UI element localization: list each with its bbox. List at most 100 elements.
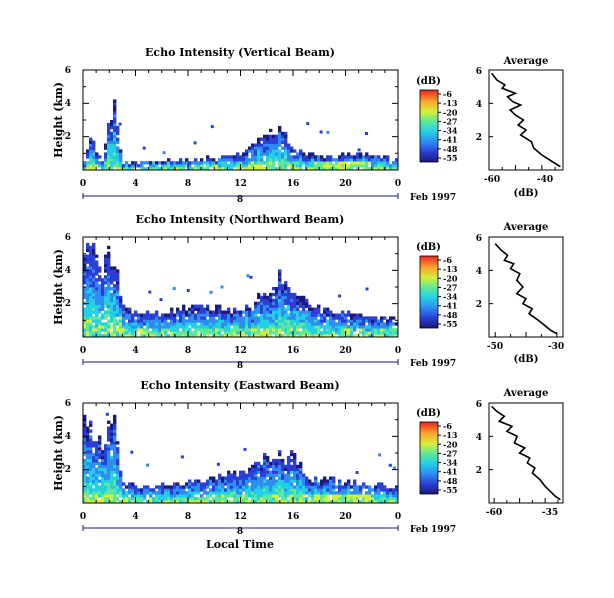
echo-cell [257,307,261,311]
echo-cell [152,322,156,326]
echo-cell [95,281,99,285]
echo-cell [392,497,396,501]
echo-cell [110,455,114,460]
echo-cell [164,494,168,498]
echo-cell [329,158,333,162]
echo-cell [86,461,90,466]
echo-cell [365,152,369,156]
echo-cell [380,485,384,489]
echo-cell [107,310,111,314]
echo-cell [98,491,102,495]
echo-cell [107,149,111,153]
echo-cell [128,328,132,332]
echo-cell [278,325,282,329]
echo-cell [173,161,177,165]
echo-cell [248,470,252,474]
echo-cell [107,464,111,469]
echo-cell [107,485,111,489]
echo-cell [86,272,90,276]
echo-cell [116,476,120,480]
echo-cell [308,316,312,320]
echo-cell [236,325,240,329]
echo-cell [218,307,222,311]
echo-cell [230,482,234,486]
echo-cell [158,319,162,323]
echo-cell [227,325,231,329]
echo-cell [347,164,351,168]
echo-cell [359,316,363,320]
echo-cell [230,164,234,168]
echo-cell [356,155,360,159]
echo-cell [83,458,87,463]
echo-cell [98,488,102,492]
echo-cell [395,164,398,168]
echo-cell [161,494,165,498]
echo-cell [365,287,369,291]
echo-cell [224,488,228,492]
echo-cell [176,167,180,170]
echo-cell [95,325,99,329]
echo-cell [203,497,207,501]
echo-cell [143,488,147,492]
echo-cell [341,494,345,498]
echo-cell [293,455,297,460]
echo-cell [323,476,327,480]
echo-cell [275,497,279,501]
echo-cell [131,328,135,332]
echo-cell [203,319,207,323]
echo-cell [86,266,90,270]
echo-cell [380,500,384,503]
echo-cell [374,325,378,329]
echo-cell [329,328,333,332]
echo-cell [179,313,183,317]
echo-cell [107,284,111,288]
echo-cell [242,167,246,170]
echo-cell [116,167,120,170]
echo-cell [368,319,372,323]
echo-cell [251,143,255,147]
echo-cell [365,328,369,332]
echo-cell [107,334,111,337]
heatmap-title: Echo Intensity (Eastward Beam) [140,379,339,392]
echo-cell [215,307,219,311]
echo-cell [110,149,114,153]
echo-cell [269,473,273,477]
echo-cell [284,155,288,159]
echo-cell [191,491,195,495]
echo-cell [98,473,102,477]
echo-cell [275,310,279,314]
echo-cell [92,269,96,273]
echo-cell [299,325,303,329]
echo-cell [95,322,99,326]
x-tick-labels: 0 4 8 12 16 20 0 [80,512,401,522]
echo-cell [110,485,114,489]
echo-cell [272,140,276,144]
echo-cell [257,464,261,469]
echo-cell [275,152,279,156]
echo-cell [107,140,111,144]
echo-cell [281,328,285,332]
echo-cell [116,292,120,297]
echo-cell [125,164,129,168]
echo-cell [314,331,318,335]
echo-cell [308,310,312,314]
echo-cell [377,325,381,329]
echo-cell [356,161,360,165]
x-tick-label: 12 [234,346,247,356]
echo-cell [284,295,288,300]
echo-cell [272,319,276,323]
echo-cell [320,494,324,498]
echo-cell [230,491,234,495]
colorbar-tick-label: -20 [443,273,458,283]
echo-cell [92,473,96,477]
echo-cell [182,494,186,498]
echo-cell [275,479,279,483]
echo-cell [140,161,144,165]
echo-cell [203,328,207,332]
echo-cell [317,331,321,335]
echo-cell [278,295,282,300]
echo-cell [389,322,393,326]
echo-cell [227,488,231,492]
echo-cell [95,298,99,303]
echo-cell [143,485,147,489]
